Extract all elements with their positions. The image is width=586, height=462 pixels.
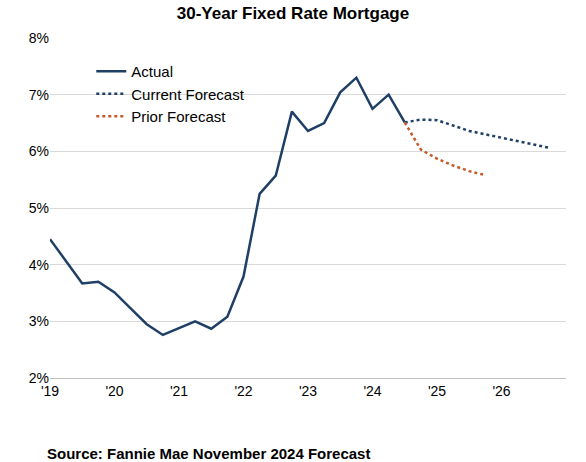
svg-text:2%: 2% bbox=[29, 370, 49, 386]
svg-text:'22: '22 bbox=[234, 383, 252, 399]
svg-text:3%: 3% bbox=[29, 313, 49, 329]
svg-text:6%: 6% bbox=[29, 143, 49, 159]
svg-text:Current Forecast: Current Forecast bbox=[131, 86, 244, 103]
svg-text:'21: '21 bbox=[170, 383, 188, 399]
svg-text:'20: '20 bbox=[105, 383, 123, 399]
svg-text:7%: 7% bbox=[29, 87, 49, 103]
svg-text:Actual: Actual bbox=[131, 63, 173, 80]
svg-text:'19: '19 bbox=[41, 383, 59, 399]
svg-text:Source: Fannie Mae November 20: Source: Fannie Mae November 2024 Forecas… bbox=[47, 445, 370, 462]
svg-text:'23: '23 bbox=[299, 383, 317, 399]
svg-text:'25: '25 bbox=[428, 383, 446, 399]
svg-text:4%: 4% bbox=[29, 257, 49, 273]
svg-text:'26: '26 bbox=[492, 383, 510, 399]
svg-text:5%: 5% bbox=[29, 200, 49, 216]
svg-text:8%: 8% bbox=[29, 30, 49, 46]
svg-text:30-Year Fixed Rate Mortgage: 30-Year Fixed Rate Mortgage bbox=[177, 4, 409, 23]
svg-text:'24: '24 bbox=[363, 383, 381, 399]
svg-text:Prior Forecast: Prior Forecast bbox=[131, 108, 226, 125]
